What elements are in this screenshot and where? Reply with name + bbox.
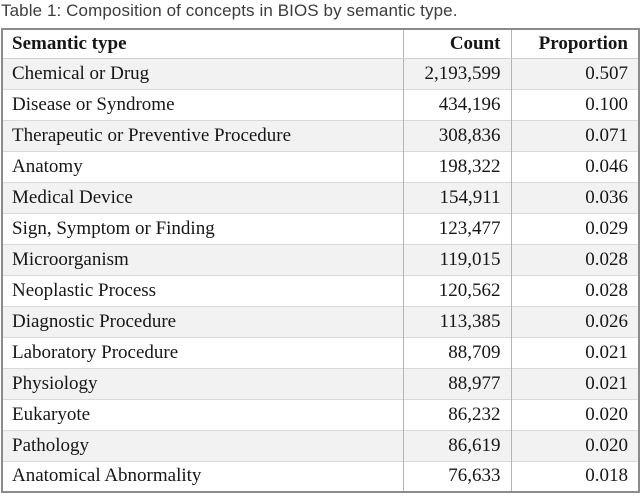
cell-semantic-type: Chemical or Drug xyxy=(2,57,403,89)
table-row: Disease or Syndrome 434,196 0.100 xyxy=(2,88,639,120)
cell-semantic-type: Neoplastic Process xyxy=(2,274,403,306)
cell-count: 113,385 xyxy=(402,305,511,337)
cell-semantic-type: Sign, Symptom or Finding xyxy=(2,212,403,244)
cell-proportion: 0.036 xyxy=(510,181,639,213)
cell-semantic-type: Laboratory Procedure xyxy=(2,336,403,368)
cell-count: 86,619 xyxy=(402,429,511,461)
cell-count: 120,562 xyxy=(402,274,511,306)
cell-count: 123,477 xyxy=(402,212,511,244)
cell-proportion: 0.021 xyxy=(510,336,639,368)
table-row: Therapeutic or Preventive Procedure 308,8… xyxy=(2,119,639,151)
cell-count: 76,633 xyxy=(402,460,511,492)
cell-proportion: 0.029 xyxy=(510,212,639,244)
table-row: Anatomy 198,322 0.046 xyxy=(2,150,639,182)
cell-proportion: 0.100 xyxy=(510,88,639,120)
cell-count: 308,836 xyxy=(402,119,511,151)
cell-count: 2,193,599 xyxy=(402,57,511,89)
cell-semantic-type: Microorganism xyxy=(2,243,403,275)
cell-semantic-type: Anatomy xyxy=(2,150,403,182)
cell-semantic-type: Anatomical Abnormality xyxy=(2,460,403,492)
cell-proportion: 0.020 xyxy=(510,429,639,461)
cell-proportion: 0.018 xyxy=(510,460,639,492)
table-caption: Table 1: Composition of concepts in BIOS… xyxy=(1,1,458,20)
column-header-count: Count xyxy=(402,29,511,59)
semantic-type-table: Semantic type Count Proportion Chemical … xyxy=(1,28,640,493)
cell-proportion: 0.071 xyxy=(510,119,639,151)
cell-semantic-type: Physiology xyxy=(2,367,403,399)
table-header: Semantic type Count Proportion xyxy=(2,29,639,59)
cell-proportion: 0.028 xyxy=(510,274,639,306)
cell-count: 88,709 xyxy=(402,336,511,368)
column-header-proportion: Proportion xyxy=(510,29,639,59)
table-row: Sign, Symptom or Finding 123,477 0.029 xyxy=(2,212,639,244)
cell-proportion: 0.507 xyxy=(510,57,639,89)
cell-proportion: 0.026 xyxy=(510,305,639,337)
cell-semantic-type: Eukaryote xyxy=(2,398,403,430)
cell-proportion: 0.028 xyxy=(510,243,639,275)
column-header-semantic-type: Semantic type xyxy=(2,29,403,59)
cell-proportion: 0.020 xyxy=(510,398,639,430)
table-row: Microorganism 119,015 0.028 xyxy=(2,243,639,275)
cell-semantic-type: Medical Device xyxy=(2,181,403,213)
cell-count: 434,196 xyxy=(402,88,511,120)
cell-count: 198,322 xyxy=(402,150,511,182)
cell-count: 88,977 xyxy=(402,367,511,399)
cell-semantic-type: Pathology xyxy=(2,429,403,461)
table-row: Anatomical Abnormality 76,633 0.018 xyxy=(2,460,639,492)
header-row: Semantic type Count Proportion xyxy=(2,29,639,59)
cell-semantic-type: Disease or Syndrome xyxy=(2,88,403,120)
table-row: Chemical or Drug 2,193,599 0.507 xyxy=(2,57,639,89)
table-row: Diagnostic Procedure 113,385 0.026 xyxy=(2,305,639,337)
table-row: Eukaryote 86,232 0.020 xyxy=(2,398,639,430)
cell-count: 119,015 xyxy=(402,243,511,275)
cell-proportion: 0.046 xyxy=(510,150,639,182)
table-row: Laboratory Procedure 88,709 0.021 xyxy=(2,336,639,368)
table-row: Pathology 86,619 0.020 xyxy=(2,429,639,461)
cell-semantic-type: Diagnostic Procedure xyxy=(2,305,403,337)
table-row: Medical Device 154,911 0.036 xyxy=(2,181,639,213)
cell-semantic-type: Therapeutic or Preventive Procedure xyxy=(2,119,403,151)
table-row: Physiology 88,977 0.021 xyxy=(2,367,639,399)
cell-proportion: 0.021 xyxy=(510,367,639,399)
table-row: Neoplastic Process 120,562 0.028 xyxy=(2,274,639,306)
cell-count: 154,911 xyxy=(402,181,511,213)
cell-count: 86,232 xyxy=(402,398,511,430)
table-body: Chemical or Drug 2,193,599 0.507 Disease or… xyxy=(2,57,639,492)
